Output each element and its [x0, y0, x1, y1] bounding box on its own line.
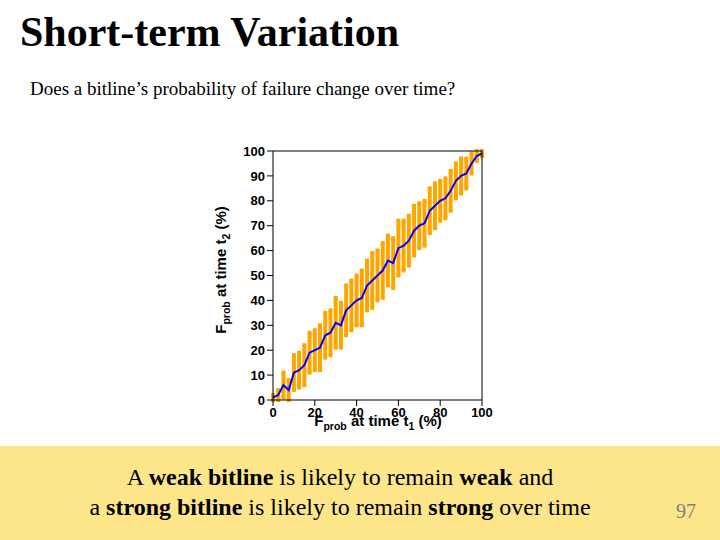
- svg-text:100: 100: [243, 144, 265, 159]
- svg-text:10: 10: [251, 368, 265, 383]
- html-text:A weak bitline is likely to re: A weak bitline is likely to remain weak …: [126, 464, 554, 490]
- html-text:F: F: [212, 324, 229, 334]
- html-text:Short-term Variation: Short-term Variation: [20, 9, 400, 55]
- html-text:2: 2: [220, 233, 232, 240]
- html-text:Does a bitline’s probability o: Does a bitline’s probability of failure …: [30, 78, 456, 99]
- html-text:Fprobat time t1(%): Fprobat time t1(%): [314, 412, 442, 432]
- svg-text:70: 70: [251, 218, 265, 233]
- svg-text:30: 30: [251, 318, 265, 333]
- svg-text:40: 40: [251, 293, 265, 308]
- html-text:prob: prob: [220, 301, 232, 325]
- svg-text:60: 60: [251, 243, 265, 258]
- html-text:a strong bitline is likely to: a strong bitline is likely to remain str…: [89, 494, 591, 520]
- html-text:97: 97: [676, 500, 696, 522]
- svg-text:100: 100: [471, 405, 493, 420]
- html-text:at time t: at time t: [212, 239, 229, 302]
- svg-text:0: 0: [258, 393, 265, 408]
- svg-text:20: 20: [251, 343, 265, 358]
- svg-text:80: 80: [251, 193, 265, 208]
- svg-text:90: 90: [251, 169, 265, 184]
- svg-text:0: 0: [269, 405, 276, 420]
- svg-text:50: 50: [251, 268, 265, 283]
